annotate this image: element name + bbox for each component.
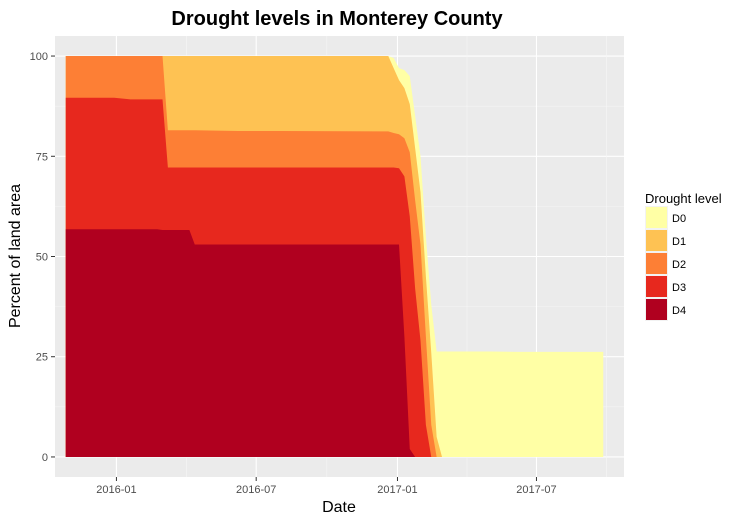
legend-title: Drought level: [645, 191, 722, 206]
x-tick-label: 2016-01: [96, 484, 136, 496]
chart-title: Drought levels in Monterey County: [171, 8, 503, 30]
legend-label-d0: D0: [672, 213, 686, 225]
y-tick-label: 75: [36, 151, 48, 163]
x-axis-title: Date: [322, 499, 356, 516]
legend-label-d1: D1: [672, 236, 686, 248]
y-tick-label: 0: [42, 452, 48, 464]
legend-label-d3: D3: [672, 282, 686, 294]
legend-swatch-d1: [646, 230, 667, 251]
area-d4: [65, 229, 604, 457]
area-series: [65, 56, 604, 457]
legend-label-d4: D4: [672, 305, 686, 317]
legend-swatch-d0: [646, 207, 667, 228]
x-axis-ticks: 2016-01 2016-07 2017-01 2017-07: [96, 477, 557, 496]
y-tick-label: 100: [30, 51, 48, 63]
legend: Drought level D0 D1 D2 D3 D4: [645, 191, 722, 321]
y-axis-title: Percent of land area: [7, 184, 24, 328]
x-tick-label: 2017-07: [516, 484, 556, 496]
legend-swatch-d3: [646, 276, 667, 297]
legend-swatch-d2: [646, 253, 667, 274]
legend-label-d2: D2: [672, 259, 686, 271]
x-tick-label: 2016-07: [236, 484, 276, 496]
y-axis-ticks: 0 25 50 75 100: [30, 51, 55, 464]
legend-swatch-d4: [646, 299, 667, 320]
y-tick-label: 25: [36, 352, 48, 364]
y-tick-label: 50: [36, 252, 48, 264]
x-tick-label: 2017-01: [377, 484, 417, 496]
